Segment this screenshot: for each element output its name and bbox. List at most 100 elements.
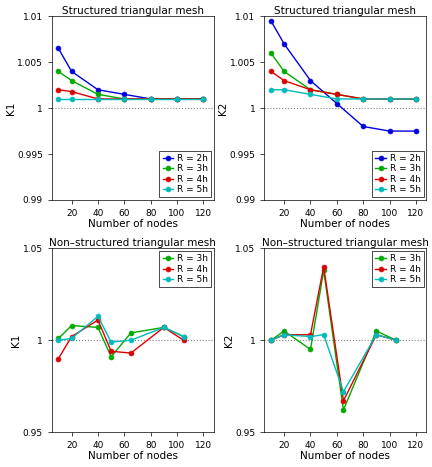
Line: R = 4h: R = 4h bbox=[56, 318, 186, 361]
X-axis label: Number of nodes: Number of nodes bbox=[88, 452, 178, 461]
Line: R = 4h: R = 4h bbox=[269, 69, 418, 101]
R = 3h bbox=[108, 354, 114, 360]
R = 4h bbox=[201, 96, 206, 102]
R = 5h bbox=[148, 96, 153, 102]
R = 4h bbox=[175, 96, 180, 102]
R = 4h bbox=[321, 264, 326, 269]
R = 5h bbox=[413, 96, 419, 102]
R = 4h bbox=[128, 350, 133, 356]
R = 4h bbox=[413, 96, 419, 102]
X-axis label: Number of nodes: Number of nodes bbox=[300, 219, 391, 229]
R = 5h bbox=[108, 339, 114, 345]
Line: R = 4h: R = 4h bbox=[56, 87, 206, 101]
R = 5h bbox=[122, 96, 127, 102]
R = 2h bbox=[413, 128, 419, 134]
Line: R = 3h: R = 3h bbox=[56, 69, 206, 101]
R = 4h bbox=[181, 338, 186, 343]
R = 5h bbox=[387, 96, 392, 102]
R = 5h bbox=[374, 332, 379, 338]
Line: R = 2h: R = 2h bbox=[269, 19, 418, 134]
R = 3h bbox=[69, 323, 74, 328]
R = 3h bbox=[201, 96, 206, 102]
R = 2h bbox=[387, 128, 392, 134]
Line: R = 5h: R = 5h bbox=[56, 97, 206, 101]
Line: R = 5h: R = 5h bbox=[269, 333, 399, 394]
R = 3h bbox=[394, 338, 399, 343]
R = 4h bbox=[334, 92, 340, 97]
R = 4h bbox=[308, 87, 313, 92]
R = 5h bbox=[161, 325, 166, 330]
R = 2h bbox=[268, 18, 273, 24]
Line: R = 2h: R = 2h bbox=[56, 46, 206, 101]
Line: R = 3h: R = 3h bbox=[56, 323, 186, 359]
Title: Non–structured triangular mesh: Non–structured triangular mesh bbox=[49, 238, 216, 248]
R = 4h bbox=[308, 332, 313, 338]
R = 5h bbox=[69, 96, 74, 102]
R = 3h bbox=[282, 69, 287, 74]
Y-axis label: K1: K1 bbox=[6, 101, 16, 115]
R = 3h bbox=[413, 96, 419, 102]
R = 2h bbox=[122, 92, 127, 97]
R = 4h bbox=[148, 96, 153, 102]
R = 5h bbox=[95, 96, 101, 102]
R = 3h bbox=[181, 334, 186, 340]
R = 4h bbox=[268, 69, 273, 74]
R = 3h bbox=[361, 96, 366, 102]
X-axis label: Number of nodes: Number of nodes bbox=[300, 452, 391, 461]
R = 4h bbox=[95, 96, 101, 102]
R = 5h bbox=[69, 336, 74, 341]
Legend: R = 2h, R = 3h, R = 4h, R = 5h: R = 2h, R = 3h, R = 4h, R = 5h bbox=[159, 151, 211, 197]
R = 4h bbox=[282, 78, 287, 84]
Title: Structured triangular mesh: Structured triangular mesh bbox=[274, 6, 416, 15]
R = 4h bbox=[341, 398, 346, 403]
R = 5h bbox=[268, 338, 273, 343]
R = 4h bbox=[374, 332, 379, 338]
R = 2h bbox=[361, 124, 366, 129]
R = 5h bbox=[175, 96, 180, 102]
Line: R = 4h: R = 4h bbox=[269, 264, 399, 403]
R = 3h bbox=[148, 96, 153, 102]
Line: R = 3h: R = 3h bbox=[269, 268, 399, 412]
R = 3h bbox=[56, 69, 61, 74]
R = 3h bbox=[268, 338, 273, 343]
Line: R = 3h: R = 3h bbox=[269, 50, 418, 101]
R = 4h bbox=[69, 89, 74, 94]
X-axis label: Number of nodes: Number of nodes bbox=[88, 219, 178, 229]
R = 5h bbox=[308, 92, 313, 97]
R = 3h bbox=[308, 347, 313, 352]
R = 2h bbox=[201, 96, 206, 102]
R = 5h bbox=[361, 96, 366, 102]
Legend: R = 3h, R = 4h, R = 5h: R = 3h, R = 4h, R = 5h bbox=[372, 251, 424, 287]
R = 3h bbox=[321, 268, 326, 273]
R = 5h bbox=[282, 87, 287, 92]
R = 3h bbox=[334, 92, 340, 97]
R = 3h bbox=[175, 96, 180, 102]
R = 4h bbox=[95, 317, 101, 323]
R = 2h bbox=[148, 96, 153, 102]
R = 3h bbox=[122, 96, 127, 102]
R = 3h bbox=[128, 330, 133, 336]
R = 2h bbox=[334, 101, 340, 106]
R = 5h bbox=[95, 313, 101, 319]
Y-axis label: K1: K1 bbox=[11, 333, 21, 347]
R = 3h bbox=[161, 325, 166, 330]
R = 4h bbox=[122, 96, 127, 102]
R = 3h bbox=[282, 328, 287, 334]
Line: R = 5h: R = 5h bbox=[56, 314, 186, 345]
R = 3h bbox=[308, 87, 313, 92]
R = 4h bbox=[361, 96, 366, 102]
R = 5h bbox=[201, 96, 206, 102]
R = 5h bbox=[321, 332, 326, 338]
R = 3h bbox=[95, 325, 101, 330]
R = 5h bbox=[56, 96, 61, 102]
Title: Non–structured triangular mesh: Non–structured triangular mesh bbox=[262, 238, 429, 248]
Title: Structured triangular mesh: Structured triangular mesh bbox=[62, 6, 204, 15]
Y-axis label: K2: K2 bbox=[218, 101, 228, 115]
R = 2h bbox=[175, 96, 180, 102]
R = 3h bbox=[69, 78, 74, 84]
R = 5h bbox=[128, 338, 133, 343]
R = 5h bbox=[56, 338, 61, 343]
R = 3h bbox=[387, 96, 392, 102]
R = 5h bbox=[308, 334, 313, 340]
R = 5h bbox=[181, 334, 186, 340]
